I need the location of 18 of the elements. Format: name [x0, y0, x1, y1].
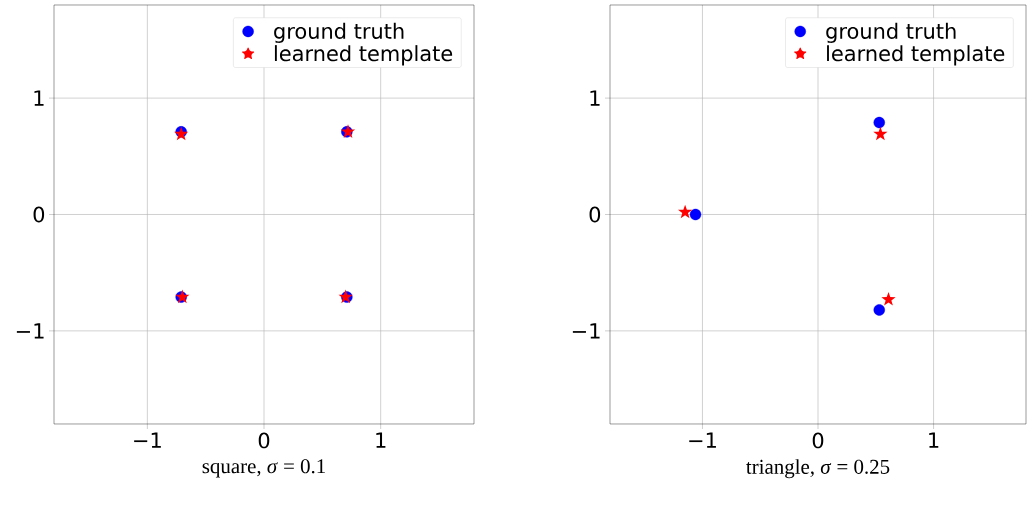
- y-tick-label: −1: [572, 323, 600, 339]
- x-tick-label: 1: [929, 432, 939, 448]
- legend-label: ground truth: [826, 22, 956, 43]
- x-axis-title: square, σ = 0.1: [202, 459, 325, 478]
- y-tick-label: 1: [590, 90, 600, 106]
- x-tick-label: 0: [812, 432, 824, 449]
- x-tick-label: −1: [689, 432, 716, 448]
- legend-label: learned template: [274, 45, 453, 66]
- legend-label: learned template: [827, 45, 1005, 66]
- x-tick-label: −1: [134, 432, 161, 448]
- x-tick-label: 0: [258, 432, 270, 449]
- x-axis-title: triangle, σ = 0.25: [746, 459, 890, 479]
- y-tick-label: 1: [34, 90, 44, 106]
- legend-label: ground truth: [274, 22, 404, 43]
- x-tick-label: 1: [376, 432, 386, 448]
- y-tick-label: 0: [33, 206, 45, 223]
- y-tick-label: 0: [589, 206, 601, 223]
- y-tick-label: −1: [16, 323, 44, 339]
